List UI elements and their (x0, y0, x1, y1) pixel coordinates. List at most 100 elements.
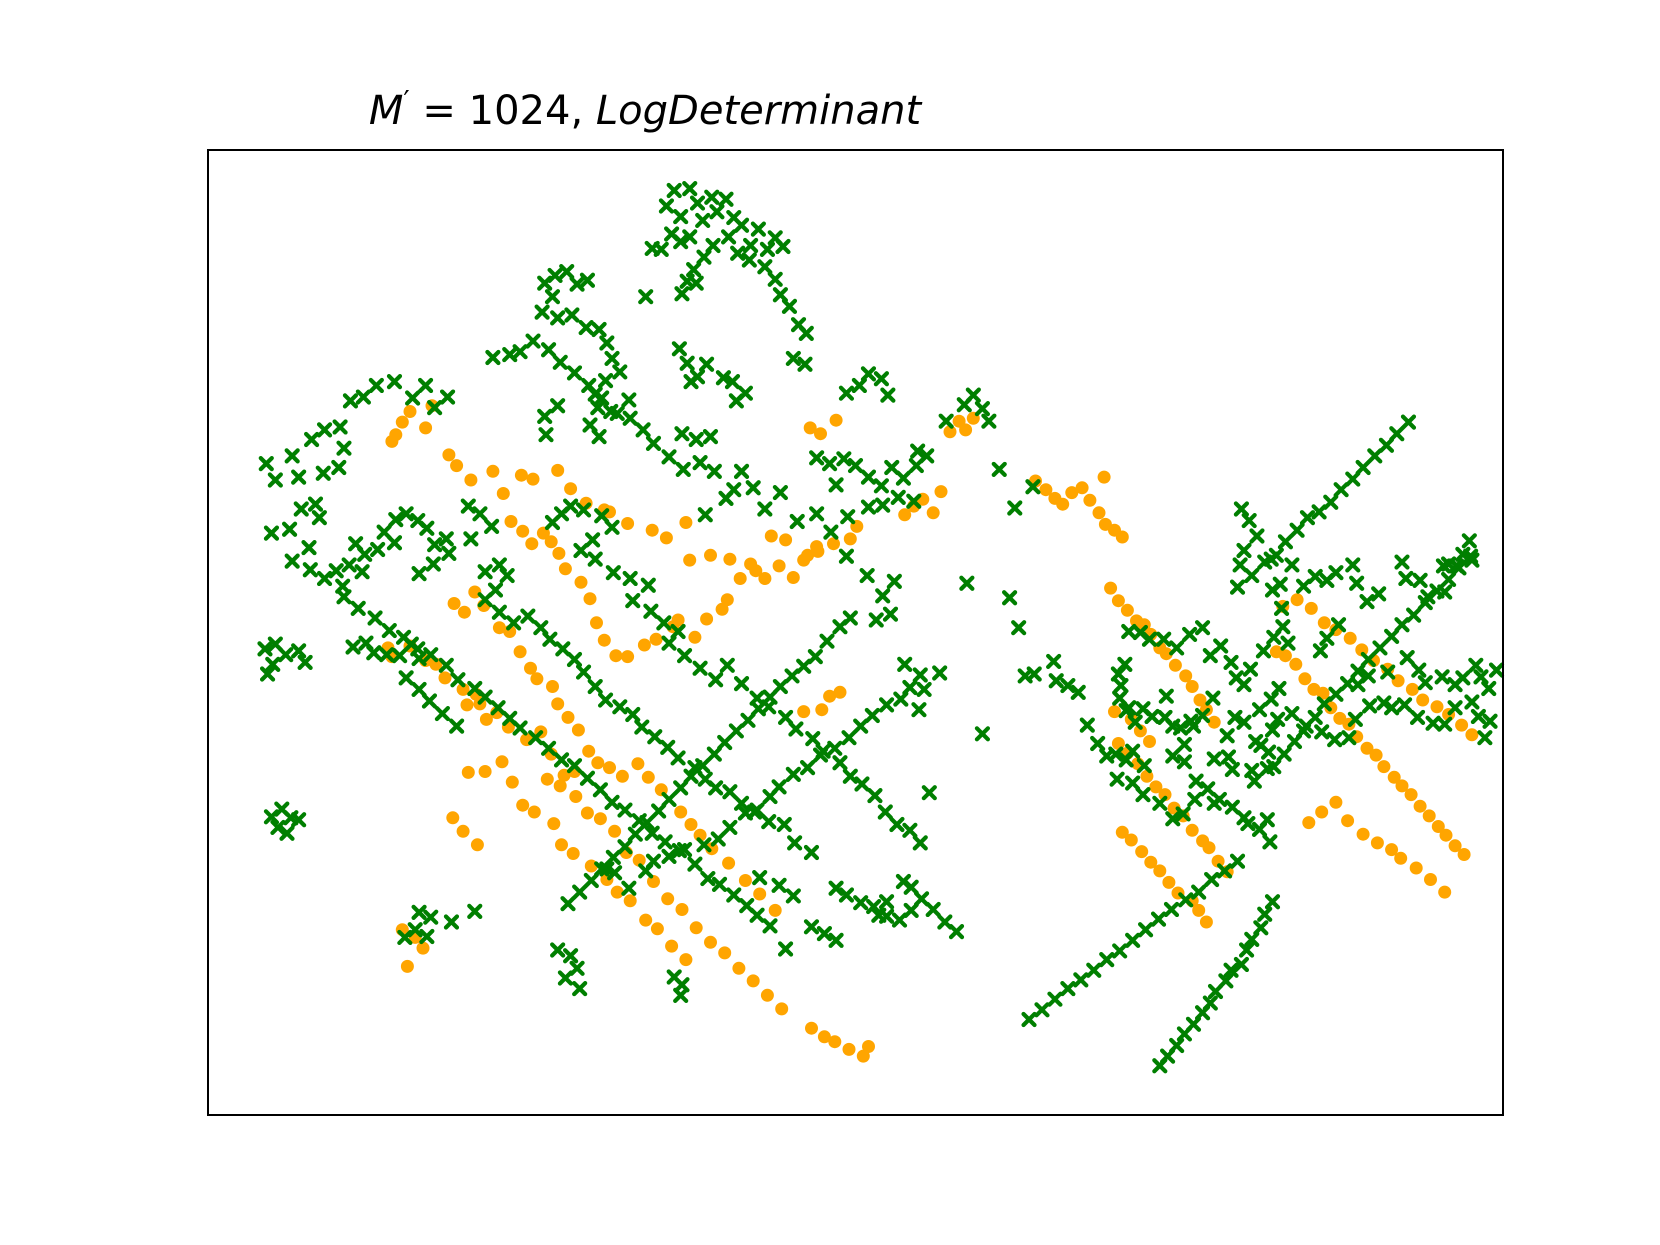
x-point (1060, 677, 1076, 694)
x-point (1264, 722, 1281, 738)
x-point (772, 484, 788, 501)
x-point (1280, 635, 1296, 651)
x-point (743, 237, 759, 254)
x-point (559, 263, 575, 280)
x-point (1437, 716, 1453, 732)
x-point (1468, 657, 1484, 673)
x-point (405, 390, 421, 406)
x-point (796, 658, 812, 674)
x-point (1246, 773, 1262, 789)
x-point (263, 525, 280, 541)
x-point (666, 182, 682, 199)
circle-point (385, 434, 399, 448)
x-point (370, 541, 386, 558)
x-point (336, 589, 352, 605)
x-point (1176, 1026, 1193, 1042)
x-point (367, 610, 383, 626)
x-point (533, 620, 549, 636)
x-point (853, 718, 869, 734)
x-point (785, 888, 801, 904)
x-point (332, 419, 348, 435)
x-point (1455, 670, 1471, 686)
x-point (520, 608, 536, 624)
x-point (265, 656, 281, 672)
circle-point (569, 790, 583, 803)
circle-point (460, 698, 474, 712)
x-point (1384, 628, 1400, 644)
x-point (302, 562, 318, 578)
x-point (342, 393, 359, 409)
x-point (625, 706, 641, 723)
circle-point (446, 811, 460, 825)
x-point (656, 615, 672, 631)
x-point (873, 371, 889, 387)
x-point (1473, 669, 1489, 685)
x-point (1175, 806, 1191, 822)
circle-point (959, 423, 973, 437)
x-point (438, 657, 454, 673)
x-point (661, 635, 677, 651)
circle-point (661, 892, 675, 906)
x-point (1400, 414, 1417, 430)
x-point (281, 521, 298, 537)
x-point (702, 429, 719, 445)
circle-point (764, 529, 778, 543)
x-point (1378, 437, 1395, 453)
x-point (733, 463, 750, 479)
x-point (1110, 666, 1126, 682)
circle-point (504, 515, 518, 528)
x-point (460, 498, 476, 514)
x-point (913, 891, 930, 907)
x-point (604, 519, 620, 535)
x-point (1455, 546, 1471, 562)
circle-point (621, 517, 635, 530)
x-point (705, 237, 721, 254)
x-point (1194, 1005, 1211, 1021)
circle-point (492, 621, 506, 635)
circle-point (1431, 820, 1445, 833)
x-point (897, 656, 913, 672)
x-point (645, 435, 662, 451)
x-point (733, 217, 750, 233)
x-point (1125, 932, 1141, 948)
x-point (1323, 494, 1339, 510)
x-point (912, 667, 928, 683)
x-point (959, 575, 975, 591)
x-point (1284, 705, 1300, 722)
circle-point (513, 645, 527, 659)
x-point (784, 668, 800, 684)
circle-point (689, 921, 703, 935)
x-point (1298, 718, 1314, 734)
x-point (1349, 575, 1365, 591)
circle-point (447, 597, 461, 610)
circle-point (829, 413, 843, 427)
x-point (658, 198, 675, 214)
x-point (592, 782, 608, 798)
circle-point (564, 482, 578, 496)
x-point (1262, 834, 1278, 850)
x-point (1253, 920, 1269, 936)
x-point (1125, 775, 1141, 791)
x-point (590, 400, 606, 416)
circle-point (1075, 481, 1089, 495)
x-point (301, 539, 317, 556)
x-point (674, 426, 690, 442)
circle-point (540, 772, 554, 786)
x-point (388, 511, 404, 528)
circle-point (582, 744, 596, 758)
circle-point (1135, 845, 1149, 859)
x-point (880, 387, 896, 403)
x-point (657, 834, 673, 850)
x-point (1312, 643, 1329, 659)
x-point (443, 914, 460, 930)
x-point (1268, 547, 1284, 563)
x-point (1165, 811, 1181, 827)
x-point (1079, 717, 1095, 733)
x-point (316, 422, 333, 438)
x-point (1488, 662, 1505, 678)
x-point (878, 894, 895, 910)
circle-point (526, 472, 540, 486)
x-point (566, 365, 583, 381)
circle-point (1153, 864, 1167, 878)
x-point (1224, 799, 1240, 815)
